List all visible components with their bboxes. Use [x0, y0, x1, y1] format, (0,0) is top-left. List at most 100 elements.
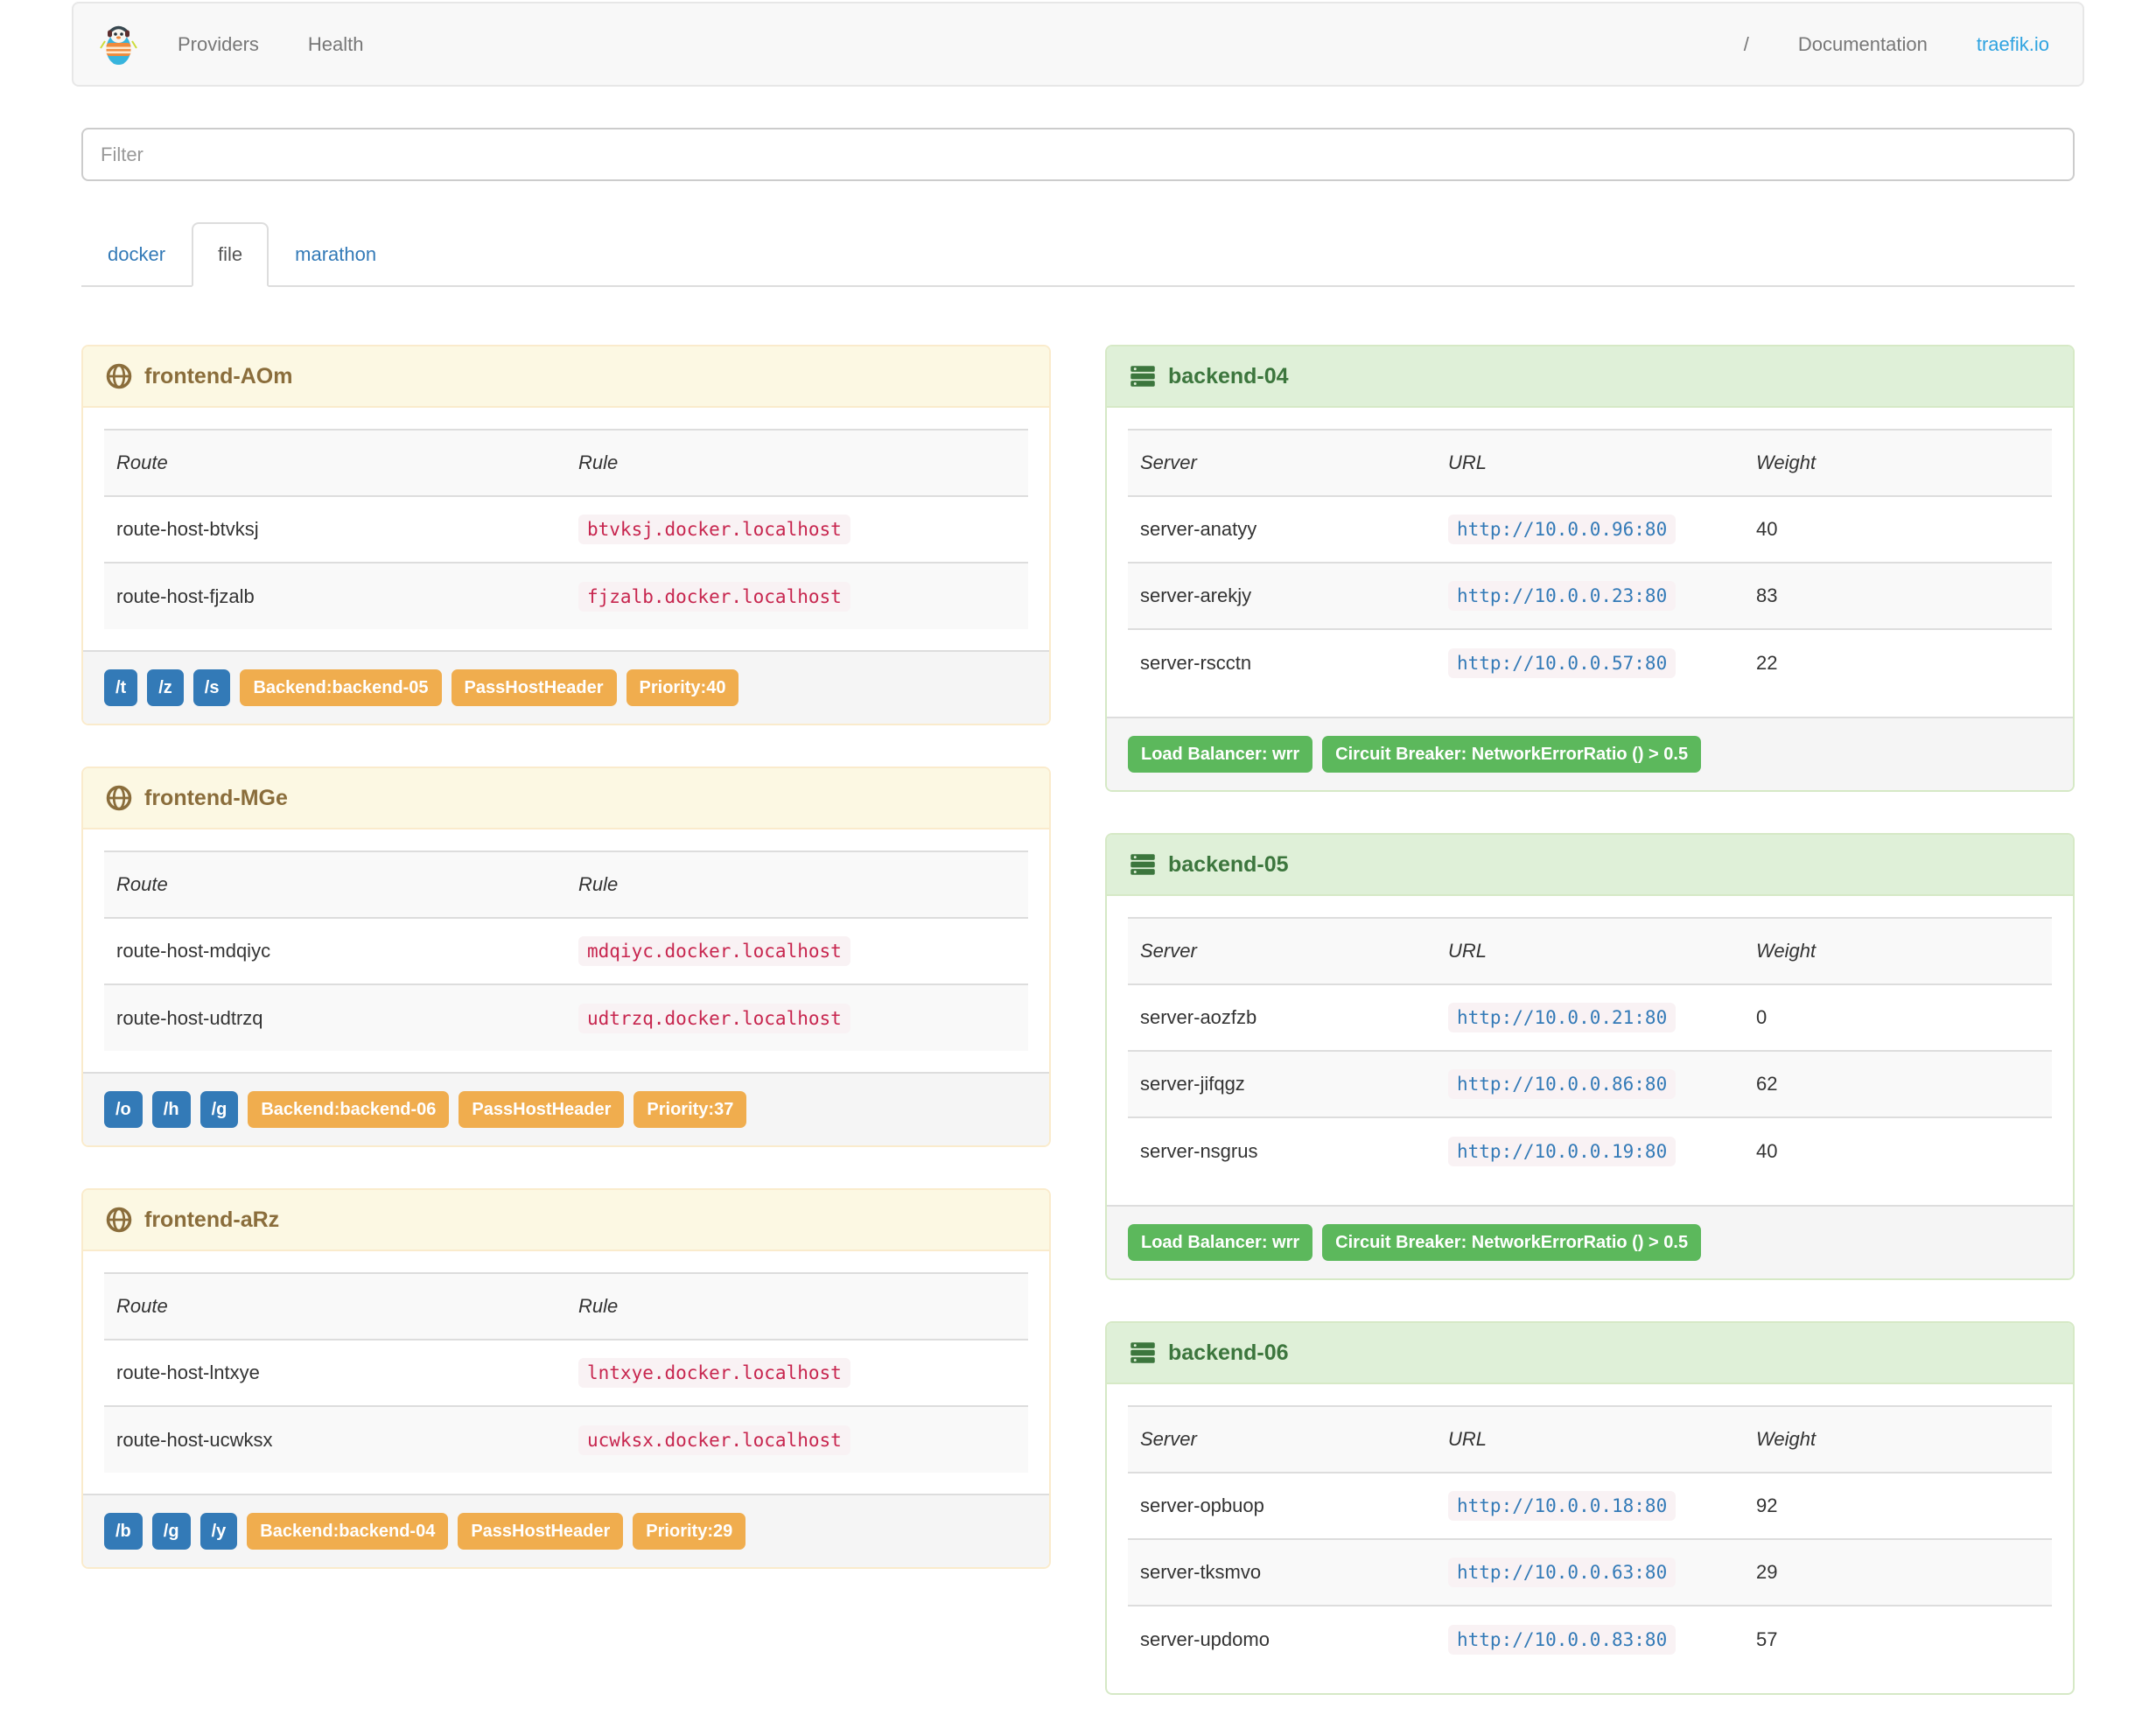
server-name: server-jifqgz — [1128, 1050, 1436, 1117]
server-url-link[interactable]: http://10.0.0.86:80 — [1448, 1069, 1676, 1099]
nav-traefik-io[interactable]: traefik.io — [1976, 32, 2049, 55]
route-name: route-host-udtrzq — [104, 984, 566, 1051]
table-row: server-rscctn http://10.0.0.57:80 22 — [1128, 628, 2052, 696]
cards-area: frontend-AOm Route Rule route-host-btvksj bt… — [81, 345, 2075, 1736]
frontend-card-header: frontend-MGe — [83, 768, 1049, 830]
backend-config-badge: Circuit Breaker: NetworkErrorRatio () > … — [1322, 1224, 1702, 1261]
server-weight: 62 — [1744, 1050, 2052, 1117]
server-url-link[interactable]: http://10.0.0.83:80 — [1448, 1624, 1676, 1655]
backends-column: backend-04 Server URL Weight server-anatyy ht… — [1105, 345, 2075, 1736]
table-header-row: Route Rule — [104, 850, 1028, 918]
table-row: route-host-ucwksx ucwksx.docker.localhost — [104, 1405, 1028, 1473]
table-row: server-aozfzb http://10.0.0.21:80 0 — [1128, 984, 2052, 1051]
servers-table: Server URL Weight server-anatyy http://10.0.… — [1128, 429, 2052, 696]
server-name: server-rscctn — [1128, 628, 1436, 696]
frontend-tag-badge: Priority:37 — [634, 1091, 747, 1128]
entrypoint-badge: /h — [151, 1091, 191, 1128]
card-title: frontend-AOm — [144, 364, 293, 388]
table-row: server-tksmvo http://10.0.0.63:80 29 — [1128, 1538, 2052, 1606]
tab-file[interactable]: file — [192, 222, 270, 287]
card-footer: Load Balancer: wrr Circuit Breaker: Netwo… — [1107, 717, 2073, 790]
server-url-link[interactable]: http://10.0.0.23:80 — [1448, 581, 1676, 611]
column-header: Rule — [566, 1272, 1028, 1340]
frontend-tag-badge: Backend:backend-05 — [240, 669, 442, 706]
tab-marathon[interactable]: marathon — [295, 243, 377, 265]
card-title: frontend-MGe — [144, 786, 288, 810]
server-name: server-tksmvo — [1128, 1538, 1436, 1606]
backend-card-header: backend-06 — [1107, 1323, 2073, 1384]
column-header: Rule — [566, 850, 1028, 918]
table-row: server-opbuop http://10.0.0.18:80 92 — [1128, 1472, 2052, 1539]
card-body: Server URL Weight server-aozfzb http://10.0.… — [1107, 896, 2073, 1205]
route-rule: lntxye.docker.localhost — [578, 1358, 850, 1388]
column-header: Server — [1128, 917, 1436, 984]
table-row: route-host-lntxye lntxye.docker.localhost — [104, 1339, 1028, 1406]
server-stack-icon — [1130, 854, 1155, 875]
route-name: route-host-fjzalb — [104, 562, 566, 629]
backend-card: backend-06 Server URL Weight server-opbuop ht… — [1105, 1321, 2075, 1695]
column-header: URL — [1436, 1405, 1744, 1473]
table-header-row: Server URL Weight — [1128, 1405, 2052, 1473]
backend-config-badge: Circuit Breaker: NetworkErrorRatio () > … — [1322, 736, 1702, 773]
nav-documentation[interactable]: Documentation — [1797, 32, 1928, 55]
server-name: server-arekjy — [1128, 562, 1436, 629]
frontend-tag-badge: PassHostHeader — [451, 669, 617, 706]
servers-table: Server URL Weight server-aozfzb http://10.0.… — [1128, 917, 2052, 1184]
backend-card: backend-04 Server URL Weight server-anatyy ht… — [1105, 345, 2075, 792]
server-weight: 57 — [1744, 1605, 2052, 1672]
column-header: Weight — [1744, 1405, 2052, 1473]
card-footer: Load Balancer: wrr Circuit Breaker: Netwo… — [1107, 1205, 2073, 1278]
nav-root-path[interactable]: / — [1743, 32, 1749, 55]
column-header: Weight — [1744, 429, 2052, 496]
route-rule: udtrzq.docker.localhost — [578, 1003, 850, 1033]
globe-icon — [106, 785, 132, 811]
server-name: server-anatyy — [1128, 495, 1436, 563]
frontend-tag-badge: Backend:backend-06 — [248, 1091, 450, 1128]
frontend-tag-badge: PassHostHeader — [458, 1513, 624, 1550]
table-row: server-anatyy http://10.0.0.96:80 40 — [1128, 495, 2052, 563]
table-header-row: Route Rule — [104, 429, 1028, 496]
server-weight: 83 — [1744, 562, 2052, 629]
server-weight: 40 — [1744, 1116, 2052, 1184]
table-row: server-jifqgz http://10.0.0.86:80 62 — [1128, 1050, 2052, 1117]
entrypoint-badge: /y — [200, 1513, 238, 1550]
server-name: server-updomo — [1128, 1605, 1436, 1672]
table-row: server-updomo http://10.0.0.83:80 57 — [1128, 1605, 2052, 1672]
table-header-row: Server URL Weight — [1128, 917, 2052, 984]
card-body: Route Rule route-host-btvksj btvksj.docker.… — [83, 408, 1049, 650]
server-url-link[interactable]: http://10.0.0.18:80 — [1448, 1491, 1676, 1521]
entrypoint-badge: /b — [104, 1513, 143, 1550]
column-header: URL — [1436, 917, 1744, 984]
server-weight: 0 — [1744, 984, 2052, 1051]
nav-providers[interactable]: Providers — [178, 32, 259, 55]
tab-docker[interactable]: docker — [108, 243, 166, 265]
table-row: route-host-mdqiyc mdqiyc.docker.localhost — [104, 917, 1028, 984]
server-url-link[interactable]: http://10.0.0.96:80 — [1448, 514, 1676, 544]
filter-input[interactable] — [81, 128, 2075, 181]
table-row: server-nsgrus http://10.0.0.19:80 40 — [1128, 1116, 2052, 1184]
table-row: route-host-btvksj btvksj.docker.localhost — [104, 495, 1028, 563]
table-row: server-arekjy http://10.0.0.23:80 83 — [1128, 562, 2052, 629]
route-name: route-host-mdqiyc — [104, 917, 566, 984]
routes-table: Route Rule route-host-btvksj btvksj.docker.… — [104, 429, 1028, 629]
server-url-link[interactable]: http://10.0.0.21:80 — [1448, 1003, 1676, 1032]
nav-health[interactable]: Health — [307, 32, 364, 55]
globe-icon — [106, 363, 132, 389]
server-name: server-nsgrus — [1128, 1116, 1436, 1184]
column-header: Server — [1128, 429, 1436, 496]
server-url-link[interactable]: http://10.0.0.57:80 — [1448, 648, 1676, 678]
server-url-link[interactable]: http://10.0.0.19:80 — [1448, 1136, 1676, 1166]
server-name: server-aozfzb — [1128, 984, 1436, 1051]
navbar: Providers Health / Documentation traefik… — [72, 2, 2084, 87]
server-stack-icon — [1130, 1342, 1155, 1363]
server-weight: 92 — [1744, 1472, 2052, 1539]
traefik-logo-icon[interactable] — [74, 22, 153, 66]
card-footer: /o/h/g Backend:backend-06 PassHostHeader Pr… — [83, 1072, 1049, 1145]
server-url-link[interactable]: http://10.0.0.63:80 — [1448, 1558, 1676, 1587]
frontend-card: frontend-AOm Route Rule route-host-btvksj bt… — [81, 345, 1051, 725]
frontend-tag-badge: Priority:29 — [633, 1513, 746, 1550]
backend-config-badge: Load Balancer: wrr — [1128, 736, 1313, 773]
routes-table: Route Rule route-host-mdqiyc mdqiyc.docker.… — [104, 850, 1028, 1051]
entrypoint-badge: /z — [147, 669, 184, 706]
table-header-row: Server URL Weight — [1128, 429, 2052, 496]
